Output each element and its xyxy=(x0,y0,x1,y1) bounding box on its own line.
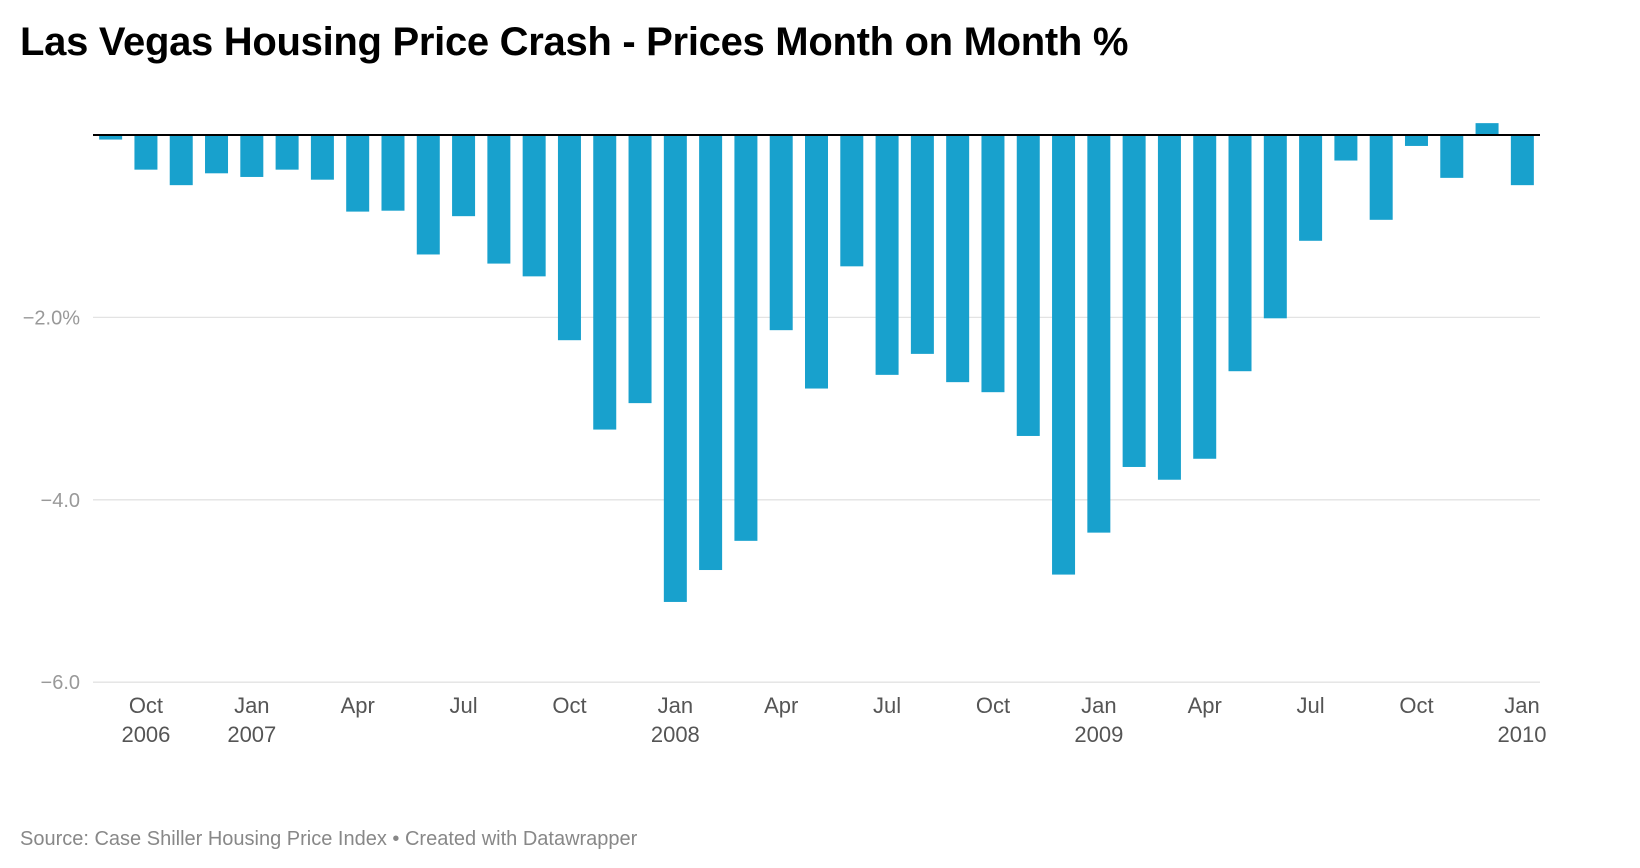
x-tick-month: Oct xyxy=(552,693,586,718)
bar-2009-01 xyxy=(1087,135,1111,533)
bar-2007-12 xyxy=(628,135,652,404)
bar-2008-04 xyxy=(769,135,793,331)
bar-2008-03 xyxy=(734,135,758,541)
bar-2008-10 xyxy=(981,135,1005,393)
bar-2009-04 xyxy=(1193,135,1217,459)
bar-2008-11 xyxy=(1016,135,1040,436)
bars xyxy=(99,123,1534,602)
x-tick-year: 2009 xyxy=(1074,722,1123,747)
bar-2007-07 xyxy=(452,135,476,217)
source-separator: • xyxy=(386,828,405,850)
chart-title: Las Vegas Housing Price Crash - Prices M… xyxy=(20,20,1129,64)
bar-2008-06 xyxy=(840,135,864,267)
x-tick-month: Oct xyxy=(976,693,1010,718)
x-axis-ticks: Oct 2006 Jan 2007 Apr Jul Oct Jan 2008 Apr Jul Oct J… xyxy=(121,693,1546,747)
bar-2008-01 xyxy=(663,135,687,602)
x-tick-month: Jul xyxy=(450,693,478,718)
bar-2007-09 xyxy=(522,135,546,277)
x-tick-month: Oct xyxy=(1399,693,1433,718)
bar-2009-06 xyxy=(1263,135,1287,319)
source-text: Source: Case Shiller Housing Price Index xyxy=(20,828,387,850)
x-tick-month: Jan xyxy=(1504,693,1539,718)
x-tick-month: Apr xyxy=(341,693,375,718)
bar-2008-08 xyxy=(910,135,934,354)
x-tick-year: 2007 xyxy=(227,722,276,747)
x-tick-month: Jan xyxy=(1081,693,1116,718)
bar-2007-05 xyxy=(381,135,405,211)
y-tick-label: −4.0 xyxy=(41,490,80,512)
bar-2008-09 xyxy=(946,135,970,383)
bar-2007-11 xyxy=(593,135,617,430)
bar-2009-12 xyxy=(1475,123,1499,135)
bar-2010-01 xyxy=(1510,135,1534,186)
bar-2006-11 xyxy=(169,135,193,186)
bar-2006-09 xyxy=(99,135,123,140)
bar-2009-02 xyxy=(1122,135,1146,467)
bar-2007-04 xyxy=(346,135,370,212)
x-tick-month: Apr xyxy=(764,693,798,718)
bar-2008-02 xyxy=(699,135,723,571)
bar-2009-11 xyxy=(1440,135,1464,178)
bar-2007-08 xyxy=(487,135,511,264)
bar-2006-12 xyxy=(205,135,229,174)
bar-2007-03 xyxy=(310,135,334,180)
x-tick-month: Jan xyxy=(658,693,693,718)
source-credit: Created with Datawrapper xyxy=(404,828,638,850)
bar-2007-02 xyxy=(275,135,299,170)
bar-2008-05 xyxy=(805,135,828,389)
y-tick-label: −6.0 xyxy=(41,672,80,694)
x-tick-year: 2010 xyxy=(1498,722,1547,747)
x-tick-month: Jul xyxy=(873,693,901,718)
y-tick-label: −2.0% xyxy=(23,307,80,329)
bar-2008-07 xyxy=(875,135,899,375)
bar-2009-09 xyxy=(1369,135,1393,220)
bar-2009-05 xyxy=(1228,135,1252,372)
x-tick-month: Apr xyxy=(1188,693,1222,718)
bar-2009-03 xyxy=(1157,135,1181,480)
bar-2007-01 xyxy=(240,135,264,177)
x-tick-month: Jul xyxy=(1297,693,1325,718)
x-tick-year: 2006 xyxy=(121,722,170,747)
bar-2007-10 xyxy=(557,135,581,341)
source-note: Source: Case Shiller Housing Price Index… xyxy=(20,828,637,851)
bar-2007-06 xyxy=(416,135,440,255)
x-tick-month: Oct xyxy=(129,693,163,718)
x-tick-year: 2008 xyxy=(651,722,700,747)
bar-2006-10 xyxy=(134,135,158,170)
bar-2009-07 xyxy=(1299,135,1323,241)
bar-2009-10 xyxy=(1404,135,1428,146)
bar-2009-08 xyxy=(1334,135,1358,161)
x-tick-month: Jan xyxy=(234,693,269,718)
bar-2008-12 xyxy=(1052,135,1076,575)
y-axis-ticks: −2.0% −4.0 −6.0 xyxy=(23,307,80,694)
